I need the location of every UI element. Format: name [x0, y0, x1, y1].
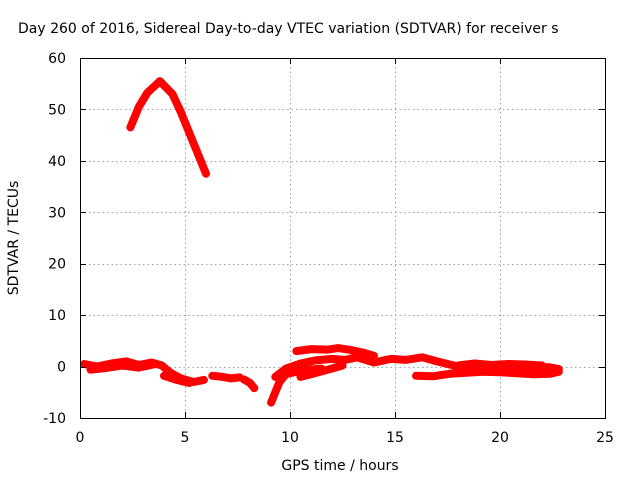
x-tick-label: 10	[281, 430, 299, 446]
x-tick-label: 20	[491, 430, 509, 446]
data-segment-5	[208, 371, 244, 383]
y-tick-label: 10	[48, 308, 66, 324]
y-tick-label: 0	[57, 360, 66, 376]
data-segment-9	[292, 344, 378, 360]
y-tick-label: -10	[43, 411, 66, 427]
data-segment-4	[160, 371, 194, 387]
plot-frame	[80, 58, 606, 419]
y-axis-label: SDTVAR / TECUs	[6, 181, 22, 296]
x-tick-label: 5	[181, 430, 190, 446]
data-segment-3	[86, 360, 160, 374]
chart-title: Day 260 of 2016, Sidereal Day-to-day VTE…	[18, 21, 559, 37]
y-tick-label: 40	[48, 154, 66, 170]
y-tick-label: 50	[48, 102, 66, 118]
data-segment-11	[412, 367, 563, 381]
x-axis-label: GPS time / hours	[281, 458, 398, 474]
data-segment-12	[454, 359, 546, 370]
y-tick-label: 20	[48, 257, 66, 273]
series	[80, 77, 563, 407]
data-segment-7	[267, 364, 326, 407]
x-tick-labels: 0 5 10 15 20 25	[76, 430, 614, 446]
x-tick-label: 15	[386, 430, 404, 446]
data-segment-8	[271, 353, 563, 381]
x-tick-label: 25	[596, 430, 614, 446]
data-segment-10	[296, 361, 347, 381]
data-segment-6	[239, 375, 259, 393]
ticks	[80, 58, 606, 419]
y-tick-label: 30	[48, 205, 66, 221]
y-tick-label: 60	[48, 51, 66, 67]
y-tick-labels: -10 0 10 20 30 40 50 60	[43, 51, 66, 427]
data-segment-1	[126, 77, 210, 178]
x-tick-label: 0	[76, 430, 85, 446]
